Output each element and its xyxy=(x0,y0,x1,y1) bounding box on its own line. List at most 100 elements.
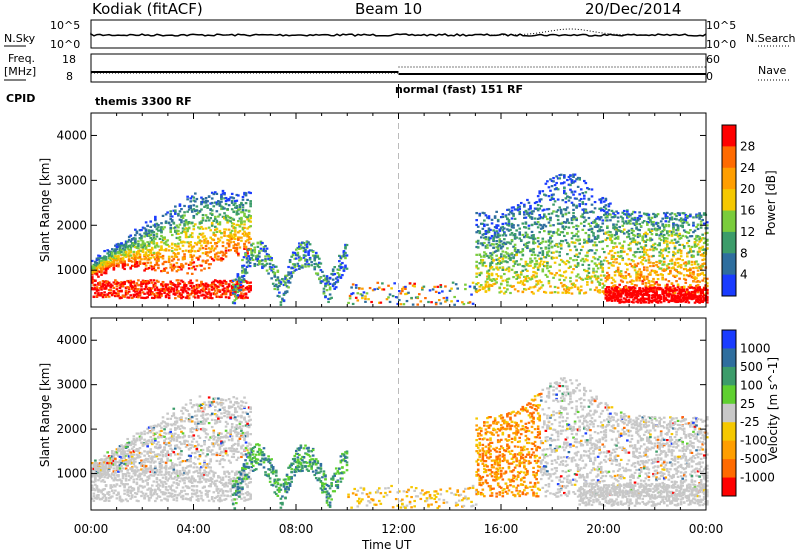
radar-cell xyxy=(220,207,223,211)
radar-cell xyxy=(172,287,176,291)
radar-cell xyxy=(693,237,697,241)
radar-cell xyxy=(658,287,661,290)
radar-cell xyxy=(141,242,145,245)
freq-unit-label: [MHz] xyxy=(4,65,37,78)
radar-cell xyxy=(541,209,545,212)
radar-cell xyxy=(223,193,226,196)
radar-cell xyxy=(214,225,217,228)
radar-cell xyxy=(174,209,177,212)
radar-cell xyxy=(538,251,542,254)
radar-cell xyxy=(109,286,113,289)
radar-cell xyxy=(513,246,517,250)
radar-cell xyxy=(538,198,542,201)
radar-cell xyxy=(650,301,654,304)
radar-cell xyxy=(229,238,232,241)
radar-cell xyxy=(501,225,505,229)
radar-cell xyxy=(174,244,177,247)
radar-cell xyxy=(120,296,123,299)
radar-cell xyxy=(647,297,651,300)
radar-cell xyxy=(101,268,105,271)
radar-cell xyxy=(572,208,575,211)
radar-cell xyxy=(198,264,202,267)
radar-cell xyxy=(161,214,165,217)
radar-cell xyxy=(642,256,646,260)
radar-cell xyxy=(524,216,528,219)
radar-cell xyxy=(144,251,148,254)
radar-cell xyxy=(235,297,238,300)
radar-cell xyxy=(619,270,623,273)
radar-cell xyxy=(137,257,140,260)
radar-cell xyxy=(552,203,555,206)
radar-cell xyxy=(220,284,223,287)
radar-cell xyxy=(348,294,352,298)
radar-cell xyxy=(593,252,597,255)
radar-cell xyxy=(573,234,577,237)
radar-cell xyxy=(130,285,134,288)
radar-cell xyxy=(476,242,480,245)
radar-cell xyxy=(561,225,565,228)
radar-cell xyxy=(532,247,535,251)
radar-cell xyxy=(237,286,240,290)
radar-cell xyxy=(316,265,320,268)
radar-cell xyxy=(94,269,97,272)
radar-cell xyxy=(655,273,658,276)
radar-cell xyxy=(533,207,537,210)
radar-cell xyxy=(376,287,380,290)
radar-cell xyxy=(616,254,620,258)
radar-cell xyxy=(190,247,194,250)
radar-cell xyxy=(271,282,275,285)
radar-cell xyxy=(563,279,566,282)
radar-cell xyxy=(183,257,186,260)
radar-cell xyxy=(526,275,529,278)
radar-cell xyxy=(271,271,275,274)
radar-cell xyxy=(602,232,606,235)
radar-cell xyxy=(149,220,153,223)
radar-cell xyxy=(636,291,640,294)
radar-cell xyxy=(200,221,203,224)
radar-cell xyxy=(659,296,663,299)
radar-cell xyxy=(610,287,614,290)
radar-cell xyxy=(689,269,692,272)
radar-cell xyxy=(649,299,652,303)
radar-cell xyxy=(235,280,239,284)
radar-cell xyxy=(484,236,488,239)
radar-cell xyxy=(604,297,608,300)
radar-cell xyxy=(547,186,551,189)
radar-cell xyxy=(656,287,660,290)
nsearch-tick-top: 10^5 xyxy=(706,19,737,32)
radar-cell xyxy=(567,286,571,290)
radar-cell xyxy=(160,248,163,251)
radar-cell xyxy=(619,275,623,278)
radar-cell xyxy=(626,253,629,256)
radar-cell xyxy=(338,275,341,278)
radar-cell xyxy=(567,288,571,291)
radar-cell xyxy=(120,261,123,264)
radar-cell xyxy=(244,192,248,195)
radar-cell xyxy=(689,271,692,275)
radar-cell xyxy=(243,242,246,245)
radar-cell xyxy=(143,253,146,257)
radar-cell xyxy=(302,241,306,245)
radar-cell xyxy=(541,270,545,273)
radar-cell xyxy=(626,299,629,302)
radar-cell xyxy=(246,216,249,219)
radar-cell xyxy=(649,289,652,292)
radar-cell xyxy=(212,292,216,296)
radar-cell xyxy=(682,229,686,232)
radar-cell xyxy=(481,227,485,230)
radar-cell xyxy=(331,283,335,286)
radar-cell xyxy=(246,218,249,221)
radar-cell xyxy=(129,251,133,254)
radar-cell xyxy=(287,281,290,284)
radar-cell xyxy=(163,269,166,272)
radar-cell xyxy=(195,197,199,201)
radar-cell xyxy=(633,284,637,287)
radar-cell xyxy=(658,288,661,291)
radar-cell xyxy=(103,267,106,271)
radar-cell xyxy=(593,220,597,223)
radar-cell xyxy=(177,232,180,235)
radar-cell xyxy=(247,248,250,251)
radar-cell xyxy=(599,265,603,268)
radar-cell xyxy=(669,259,672,262)
radar-cell xyxy=(175,255,179,258)
